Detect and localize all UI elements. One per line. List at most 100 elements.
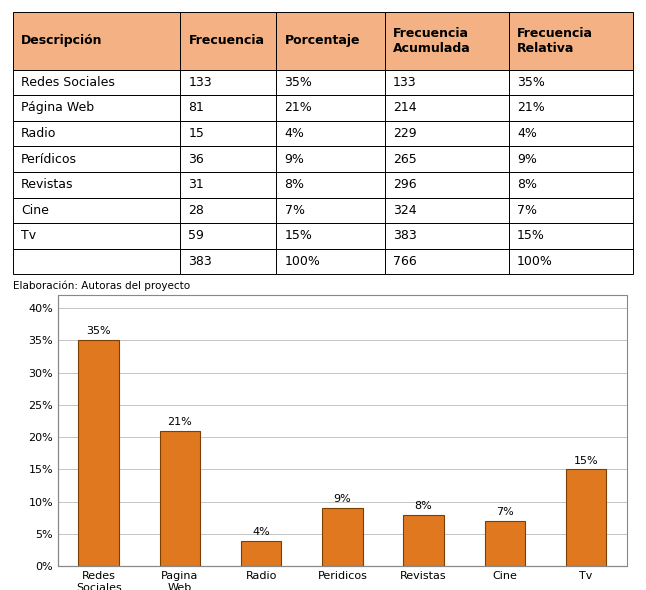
- Bar: [13, 95, 180, 121]
- Text: 229: 229: [393, 127, 417, 140]
- Bar: [276, 223, 385, 249]
- Text: 7%: 7%: [496, 507, 514, 517]
- Text: Perídicos: Perídicos: [21, 153, 77, 166]
- Text: Radio: Radio: [21, 127, 56, 140]
- Bar: [509, 172, 633, 198]
- Text: 383: 383: [189, 255, 212, 268]
- Bar: [13, 198, 180, 223]
- Text: 265: 265: [393, 153, 417, 166]
- Text: 214: 214: [393, 101, 417, 114]
- Bar: [484, 521, 525, 566]
- Text: 4%: 4%: [284, 127, 304, 140]
- Bar: [13, 172, 180, 198]
- Bar: [403, 514, 444, 566]
- Bar: [276, 172, 385, 198]
- Bar: [566, 470, 607, 566]
- Bar: [180, 146, 276, 172]
- Text: 7%: 7%: [517, 204, 537, 217]
- Bar: [385, 12, 509, 70]
- Bar: [13, 249, 180, 274]
- Text: 9%: 9%: [333, 494, 351, 504]
- Bar: [180, 121, 276, 146]
- Text: 766: 766: [393, 255, 417, 268]
- Bar: [276, 198, 385, 223]
- Bar: [180, 223, 276, 249]
- Text: 15%: 15%: [574, 455, 598, 466]
- Bar: [385, 146, 509, 172]
- Bar: [322, 508, 362, 566]
- Bar: [385, 249, 509, 274]
- Bar: [13, 223, 180, 249]
- Text: Frecuencia
Relativa: Frecuencia Relativa: [517, 27, 593, 55]
- Text: 35%: 35%: [87, 326, 111, 336]
- Text: 31: 31: [189, 178, 204, 191]
- Bar: [276, 95, 385, 121]
- Text: Redes Sociales: Redes Sociales: [21, 76, 115, 89]
- Bar: [180, 198, 276, 223]
- Bar: [13, 70, 180, 95]
- Text: Página Web: Página Web: [21, 101, 94, 114]
- Text: Cine: Cine: [21, 204, 49, 217]
- Text: Elaboración: Autoras del proyecto: Elaboración: Autoras del proyecto: [13, 280, 190, 291]
- Text: 21%: 21%: [517, 101, 545, 114]
- Bar: [180, 12, 276, 70]
- Text: 9%: 9%: [284, 153, 304, 166]
- Text: 21%: 21%: [167, 417, 193, 427]
- Bar: [13, 12, 180, 70]
- Text: 8%: 8%: [415, 501, 432, 511]
- Text: 28: 28: [189, 204, 204, 217]
- Bar: [276, 121, 385, 146]
- Text: 4%: 4%: [517, 127, 537, 140]
- Text: 296: 296: [393, 178, 417, 191]
- Bar: [385, 198, 509, 223]
- Bar: [509, 70, 633, 95]
- Bar: [509, 198, 633, 223]
- Bar: [276, 12, 385, 70]
- Bar: [13, 146, 180, 172]
- Text: 4%: 4%: [253, 527, 270, 537]
- Text: 15%: 15%: [284, 230, 313, 242]
- Bar: [385, 121, 509, 146]
- Bar: [241, 540, 282, 566]
- Text: Revistas: Revistas: [21, 178, 74, 191]
- Text: 133: 133: [393, 76, 417, 89]
- Bar: [276, 146, 385, 172]
- Text: Frecuencia
Acumulada: Frecuencia Acumulada: [393, 27, 471, 55]
- Text: 324: 324: [393, 204, 417, 217]
- Bar: [276, 249, 385, 274]
- Text: Descripción: Descripción: [21, 34, 103, 47]
- Bar: [180, 95, 276, 121]
- Text: 7%: 7%: [284, 204, 304, 217]
- Text: 100%: 100%: [284, 255, 320, 268]
- Bar: [180, 172, 276, 198]
- Text: 35%: 35%: [284, 76, 313, 89]
- Text: Frecuencia: Frecuencia: [189, 34, 264, 47]
- Bar: [385, 223, 509, 249]
- Text: 9%: 9%: [517, 153, 537, 166]
- Text: 81: 81: [189, 101, 204, 114]
- Text: 383: 383: [393, 230, 417, 242]
- Bar: [160, 431, 200, 566]
- Bar: [13, 121, 180, 146]
- Text: 15%: 15%: [517, 230, 545, 242]
- Bar: [180, 70, 276, 95]
- Bar: [509, 121, 633, 146]
- Bar: [385, 172, 509, 198]
- Bar: [509, 249, 633, 274]
- Text: Porcentaje: Porcentaje: [284, 34, 360, 47]
- Text: 133: 133: [189, 76, 212, 89]
- Bar: [509, 223, 633, 249]
- Text: 21%: 21%: [284, 101, 312, 114]
- Text: 35%: 35%: [517, 76, 545, 89]
- Bar: [385, 70, 509, 95]
- Bar: [509, 146, 633, 172]
- Bar: [58, 295, 627, 566]
- Text: 36: 36: [189, 153, 204, 166]
- Bar: [276, 70, 385, 95]
- Bar: [509, 12, 633, 70]
- Text: 8%: 8%: [284, 178, 304, 191]
- Text: 15: 15: [189, 127, 204, 140]
- Text: 100%: 100%: [517, 255, 553, 268]
- Text: 8%: 8%: [517, 178, 537, 191]
- Bar: [385, 95, 509, 121]
